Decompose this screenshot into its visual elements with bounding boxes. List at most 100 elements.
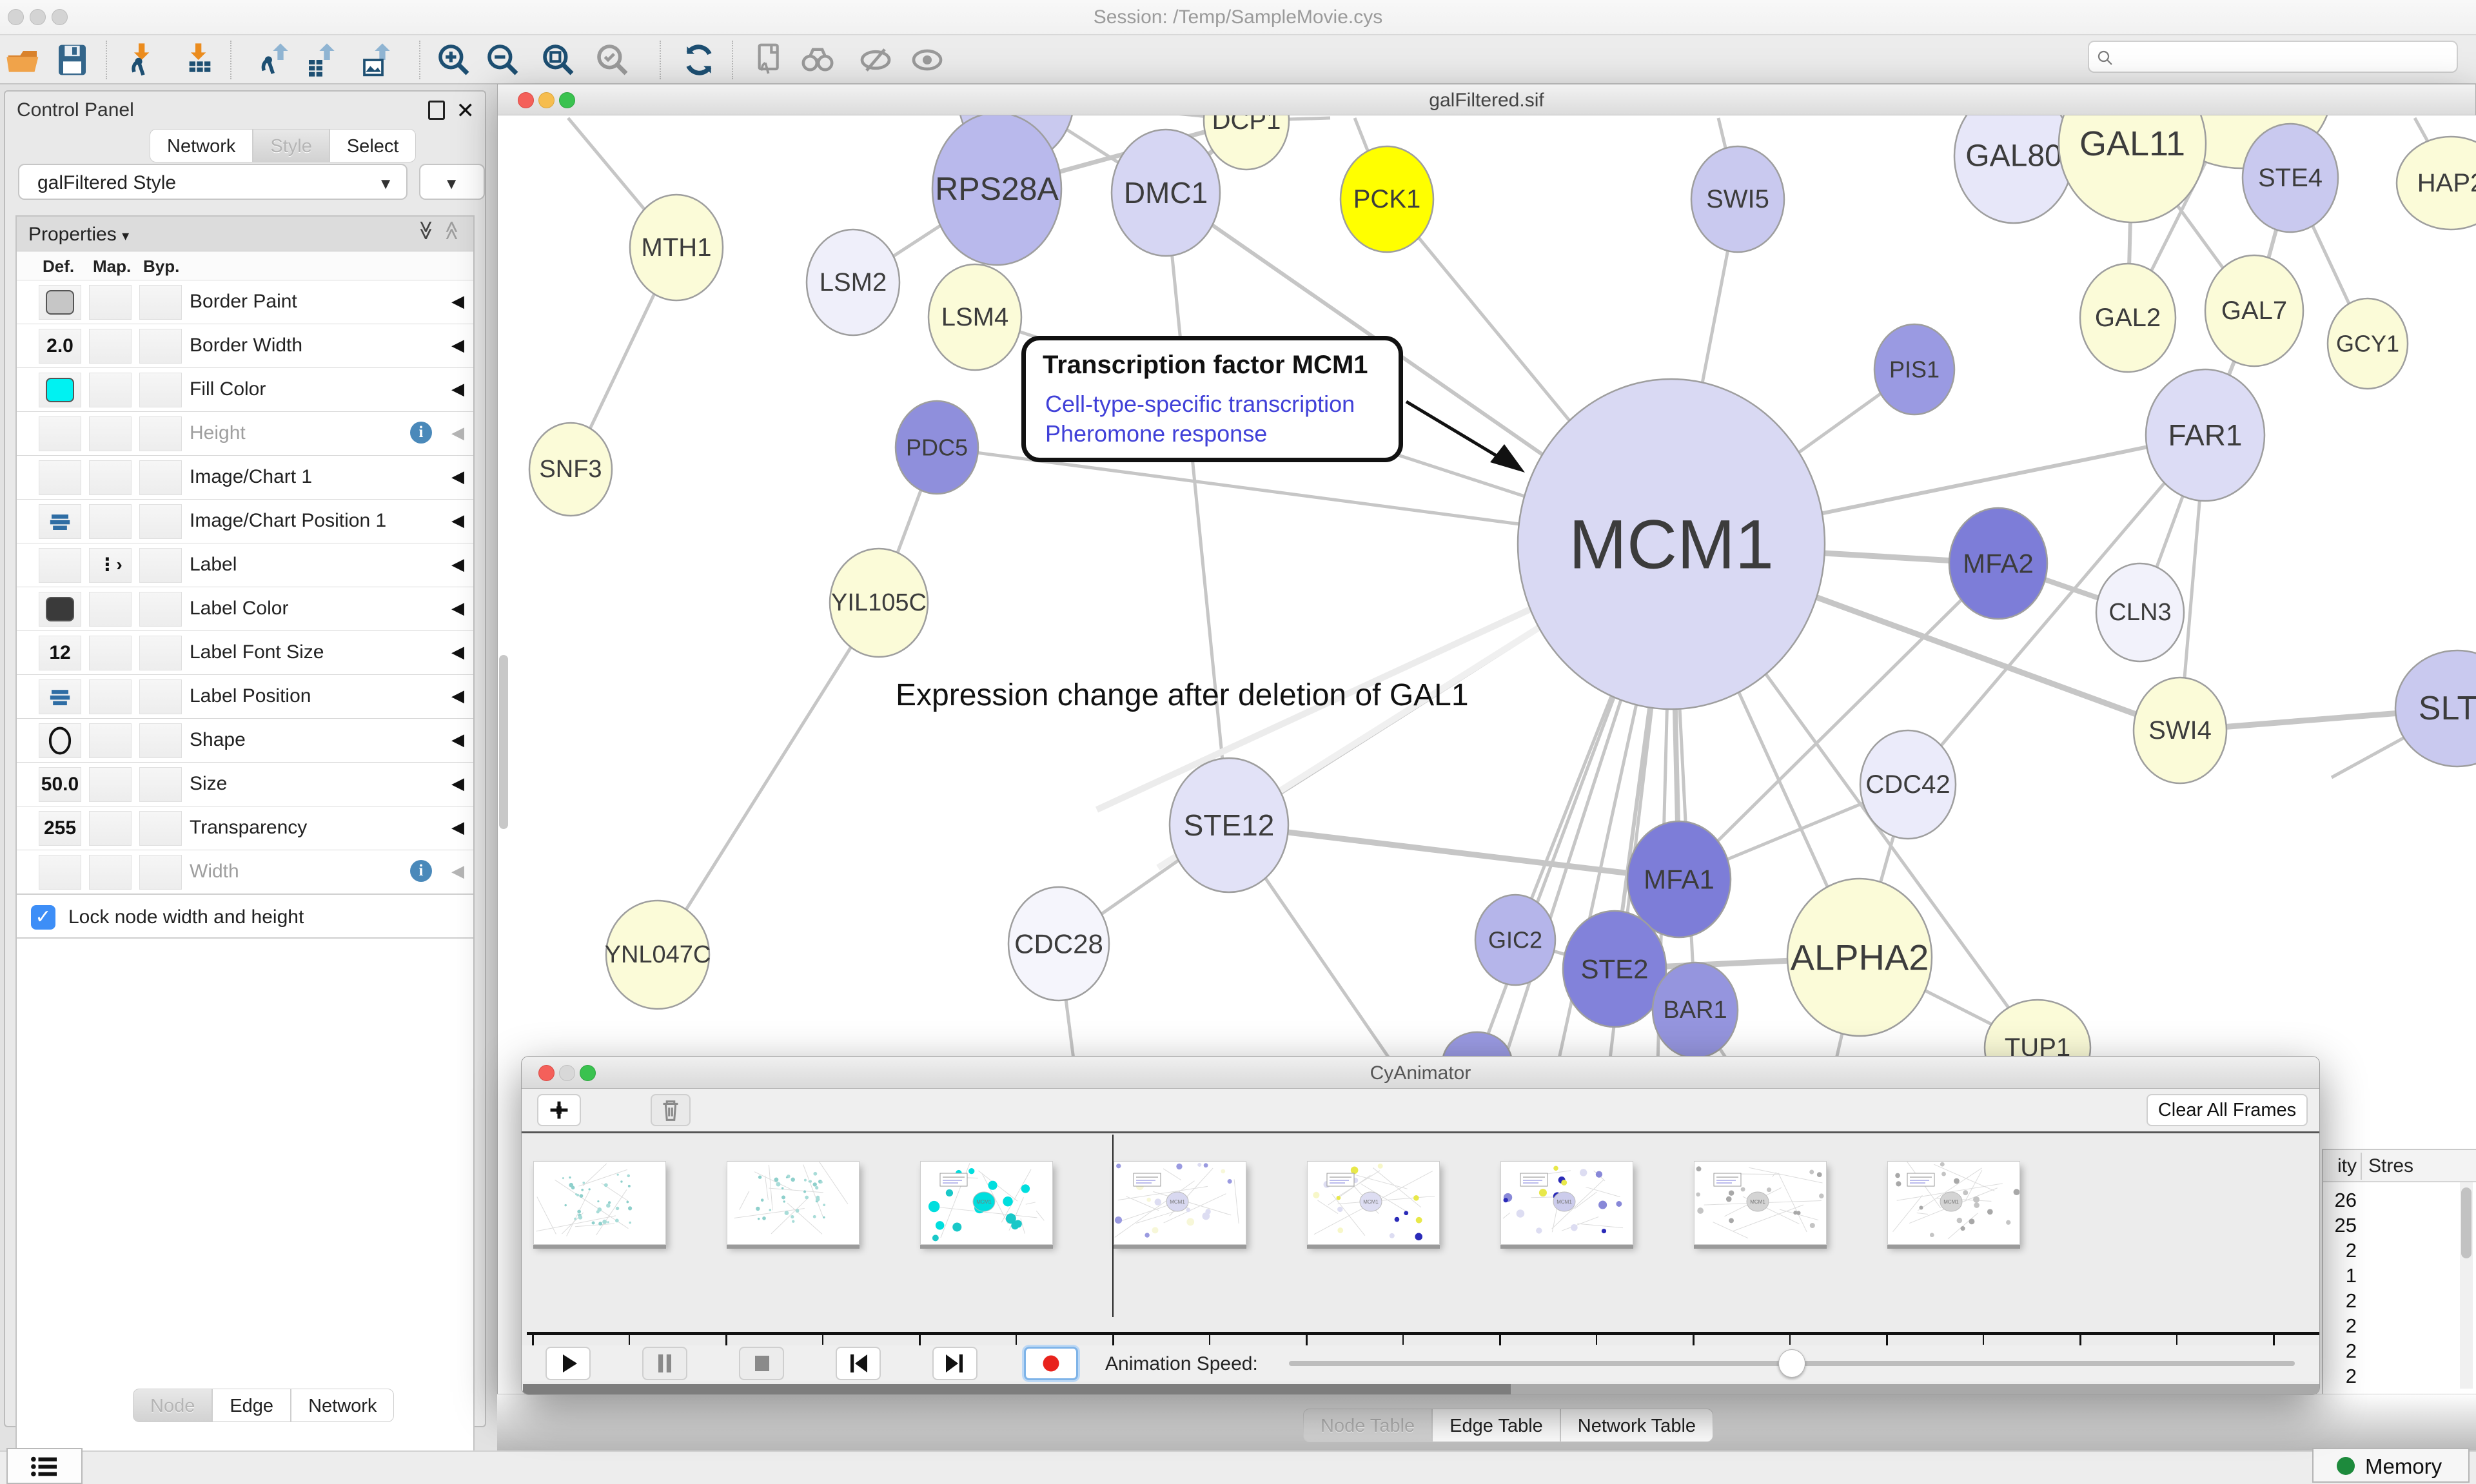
table-cell-value[interactable]: 2 (2345, 1289, 2357, 1312)
default-value-cell[interactable] (39, 460, 81, 495)
property-row-border-width[interactable]: 2.0 Border Width ◀ (17, 324, 473, 367)
network-node-CDC28[interactable]: CDC28 (1007, 886, 1110, 1002)
tab-network[interactable]: Network (291, 1389, 395, 1422)
property-row-label-position[interactable]: Label Position ◀ (17, 674, 473, 718)
network-node-CLN3[interactable]: CLN3 (2095, 562, 2185, 663)
table-column-header[interactable]: Stres (2368, 1155, 2414, 1176)
default-value-cell[interactable] (39, 548, 81, 583)
mapping-cell[interactable] (89, 460, 132, 495)
expand-all-icon[interactable]: ≫ (415, 220, 437, 246)
frame-thumbnail-3[interactable]: MCM1 (1114, 1161, 1246, 1245)
default-value-cell[interactable] (39, 592, 81, 627)
export-network-icon[interactable] (258, 42, 294, 78)
mapping-cell[interactable] (89, 285, 132, 320)
network-node-DMC1[interactable]: DMC1 (1110, 128, 1221, 257)
close-window-icon[interactable] (518, 92, 534, 108)
expand-property-icon[interactable]: ◀ (451, 598, 464, 618)
network-node-GIC2[interactable]: GIC2 (1474, 893, 1557, 986)
zoom-in-icon[interactable] (436, 42, 472, 78)
default-value-cell[interactable]: 2.0 (39, 329, 81, 364)
annotation-link[interactable]: Pheromone response (1045, 420, 1268, 447)
minimize-window-icon[interactable] (559, 1065, 575, 1081)
table-scrollbar[interactable] (2460, 1182, 2473, 1389)
network-node-MFA2[interactable]: MFA2 (1948, 507, 2049, 620)
pause-button[interactable] (642, 1347, 687, 1380)
tab-network-table[interactable]: Network Table (1560, 1409, 1714, 1442)
property-row-fill-color[interactable]: Fill Color ◀ (17, 367, 473, 411)
bypass-cell[interactable] (139, 416, 182, 451)
network-node-RPS28A[interactable]: RPS28A (931, 115, 1063, 266)
expand-property-icon[interactable]: ◀ (451, 511, 464, 530)
network-node-BAR1[interactable]: BAR1 (1651, 961, 1739, 1059)
binoculars-icon[interactable] (800, 42, 836, 78)
network-node-GAL7[interactable]: GAL7 (2204, 254, 2304, 367)
open-icon[interactable] (5, 42, 41, 78)
default-value-cell[interactable] (39, 855, 81, 890)
default-value-cell[interactable] (39, 416, 81, 451)
memory-status-button[interactable]: Memory (2312, 1448, 2470, 1483)
annotation-box[interactable]: Transcription factor MCM1 Cell-type-spec… (1021, 336, 1403, 462)
table-column-header[interactable]: ity (2337, 1155, 2357, 1176)
network-node-DCP1[interactable]: DCP1 (1203, 115, 1290, 171)
network-node-FAR1[interactable]: FAR1 (2145, 368, 2266, 502)
bypass-cell[interactable] (139, 504, 182, 539)
frame-thumbnail-0[interactable] (533, 1161, 666, 1245)
mapping-cell[interactable] (89, 679, 132, 714)
frame-thumbnail-4[interactable]: MCM1 (1307, 1161, 1440, 1245)
maximize-window-icon[interactable] (580, 1065, 596, 1081)
record-button[interactable] (1024, 1347, 1078, 1380)
collapse-all-icon[interactable]: ≪ (440, 220, 462, 246)
mapping-cell[interactable] (89, 416, 132, 451)
info-icon[interactable]: i (410, 860, 432, 882)
minimize-window-icon[interactable] (538, 92, 555, 108)
tab-style[interactable]: Style (253, 129, 329, 162)
zoom-fit-icon[interactable] (540, 42, 576, 78)
mapping-cell[interactable] (89, 592, 132, 627)
show-panels-button[interactable] (6, 1448, 83, 1484)
default-value-cell[interactable]: 50.0 (39, 767, 81, 802)
expand-property-icon[interactable]: ◀ (451, 554, 464, 574)
save-icon[interactable] (54, 42, 90, 78)
network-node-SWI4[interactable]: SWI4 (2132, 676, 2228, 785)
skip-end-button[interactable] (932, 1347, 978, 1380)
expand-property-icon[interactable]: ◀ (451, 861, 464, 881)
default-value-cell[interactable] (39, 373, 81, 407)
float-panel-icon[interactable] (428, 101, 445, 120)
property-row-shape[interactable]: Shape ◀ (17, 718, 473, 762)
expand-property-icon[interactable]: ◀ (451, 335, 464, 355)
cyanimator-titlebar[interactable]: CyAnimator (522, 1057, 2319, 1089)
expand-property-icon[interactable]: ◀ (451, 686, 464, 705)
network-node-GAL80[interactable]: GAL80 (1953, 115, 2074, 224)
mapping-cell[interactable] (89, 723, 132, 758)
network-node-STE4[interactable]: STE4 (2241, 122, 2339, 233)
bypass-cell[interactable] (139, 460, 182, 495)
clear-all-frames-button[interactable]: Clear All Frames (2147, 1094, 2308, 1126)
expand-property-icon[interactable]: ◀ (451, 467, 464, 486)
network-edge[interactable] (1678, 562, 1999, 881)
tab-edge-table[interactable]: Edge Table (1432, 1409, 1560, 1442)
network-edge[interactable] (1907, 434, 2206, 786)
tab-edge[interactable]: Edge (212, 1389, 291, 1422)
mapping-cell[interactable] (89, 767, 132, 802)
property-row-height[interactable]: Height i ◀ (17, 411, 473, 455)
bypass-cell[interactable] (139, 811, 182, 846)
skip-start-button[interactable] (836, 1347, 881, 1380)
default-value-cell[interactable]: 12 (39, 636, 81, 670)
expand-property-icon[interactable]: ◀ (451, 817, 464, 837)
network-edge[interactable] (656, 601, 881, 956)
mapping-cell[interactable] (89, 636, 132, 670)
frame-thumbnail-1[interactable] (727, 1161, 860, 1245)
network-node-ALPHA2[interactable]: ALPHA2 (1786, 877, 1933, 1037)
network-node-HAP2[interactable]: HAP2 (2395, 135, 2476, 231)
network-node-SNF3[interactable]: SNF3 (528, 422, 613, 517)
tab-network[interactable]: Network (150, 129, 253, 162)
zoom-selected-icon[interactable] (594, 42, 631, 78)
property-row-label[interactable]: ⋮› Label ◀ (17, 543, 473, 587)
hide-eye-icon[interactable] (858, 42, 894, 78)
mapping-cell[interactable]: ⋮› (89, 548, 132, 583)
add-frame-button[interactable] (537, 1094, 581, 1126)
mapping-cell[interactable] (89, 855, 132, 890)
property-row-image-chart-position-1[interactable]: Image/Chart Position 1 ◀ (17, 499, 473, 543)
refresh-icon[interactable] (681, 42, 717, 78)
show-eye-icon[interactable] (909, 42, 945, 78)
